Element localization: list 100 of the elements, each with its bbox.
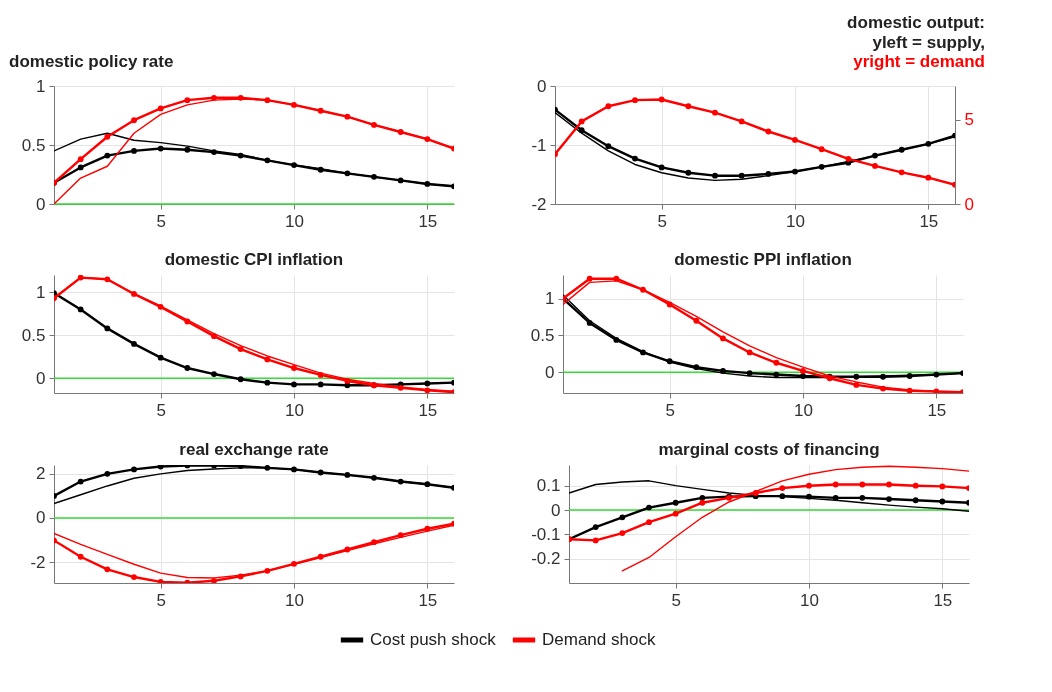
y-tick-label: -2 <box>30 552 46 572</box>
point <box>77 156 84 163</box>
point <box>832 481 839 488</box>
point <box>104 133 111 140</box>
point <box>779 485 786 492</box>
x-tick-label: 10 <box>285 590 304 610</box>
y2-axis-title: yright = demand <box>853 52 985 71</box>
point <box>672 499 679 506</box>
x-tick-label: 15 <box>927 400 947 420</box>
chart-title: domestic CPI inflation <box>164 250 344 269</box>
point <box>853 381 860 388</box>
chart-title: real exchange rate <box>179 439 329 459</box>
point <box>845 155 852 162</box>
point <box>859 481 866 488</box>
point <box>712 109 718 116</box>
point <box>693 317 700 324</box>
point <box>291 365 297 371</box>
point <box>605 103 612 110</box>
point <box>619 514 626 521</box>
point <box>685 103 692 110</box>
point <box>859 494 866 501</box>
chart-subtitle: yleft = supply, <box>872 33 985 52</box>
point <box>104 470 111 477</box>
chart-title: domestic policy rate <box>9 52 174 71</box>
legend-label: Demand shock <box>542 630 656 649</box>
point <box>264 379 271 386</box>
point <box>672 510 679 517</box>
point <box>131 466 137 473</box>
point <box>211 465 217 469</box>
line-series <box>555 96 955 188</box>
x-tick-label: 5 <box>665 400 675 420</box>
point <box>184 97 191 104</box>
x-tick-label: 15 <box>933 590 953 610</box>
y-tick-label: -2 <box>531 194 547 214</box>
point <box>211 577 217 583</box>
point <box>925 174 932 181</box>
chart-title: domestic output: <box>847 13 985 32</box>
point <box>912 482 919 489</box>
point <box>746 349 753 356</box>
x-tick-label: 15 <box>418 400 438 420</box>
point <box>578 118 585 125</box>
y-tick-label: 0 <box>36 368 46 388</box>
point <box>605 143 612 150</box>
x-tick-label: 15 <box>418 211 438 231</box>
point <box>77 553 84 560</box>
point <box>237 346 244 352</box>
y-tick-label: 0.5 <box>21 135 46 155</box>
x-tick-label: 10 <box>800 590 819 610</box>
x-tick-label: 10 <box>285 211 304 231</box>
point <box>773 371 780 378</box>
y-tick-label: -1 <box>531 135 547 155</box>
point <box>77 164 84 171</box>
point <box>738 118 745 125</box>
y2-tick-label: 0 <box>964 194 974 214</box>
point <box>818 146 825 153</box>
x-tick-label: 5 <box>156 211 166 231</box>
point <box>619 530 626 537</box>
point <box>939 498 946 505</box>
point <box>317 381 324 388</box>
point <box>104 566 111 573</box>
y-tick-label: 1 <box>36 76 46 96</box>
point <box>765 128 772 135</box>
point <box>264 356 271 363</box>
y-tick-label: 0 <box>537 76 547 96</box>
y-tick-label: 0.5 <box>21 325 46 345</box>
point <box>800 367 806 374</box>
y-tick-label: 0 <box>545 362 555 382</box>
y-tick-label: 0 <box>36 194 46 214</box>
point <box>898 169 905 176</box>
y-tick-label: 1 <box>36 282 46 302</box>
legend-label: Cost push shock <box>370 630 497 649</box>
y-tick-label: 2 <box>36 464 46 484</box>
x-tick-label: 10 <box>285 400 304 420</box>
point <box>157 578 164 583</box>
point <box>211 333 217 340</box>
point <box>646 504 652 511</box>
point <box>699 494 706 501</box>
point <box>712 172 718 179</box>
point <box>592 524 599 530</box>
point <box>157 145 164 152</box>
point <box>157 105 164 112</box>
point <box>157 354 164 361</box>
point <box>699 499 706 506</box>
y-tick-label: 0.5 <box>530 325 555 345</box>
point <box>886 496 892 502</box>
y-tick-label: 0.1 <box>536 476 561 496</box>
point <box>632 97 638 104</box>
point <box>77 306 84 313</box>
point <box>157 465 164 470</box>
point <box>211 371 217 377</box>
chart-title: marginal costs of financing <box>658 440 880 459</box>
x-tick-label: 5 <box>156 590 166 610</box>
x-tick-label: 15 <box>418 590 438 610</box>
point <box>632 155 638 162</box>
point <box>658 164 665 171</box>
point <box>720 335 726 342</box>
point <box>592 537 599 544</box>
chart-title: domestic PPI inflation <box>674 250 852 269</box>
y-tick-label: -0.1 <box>531 524 561 544</box>
point <box>184 146 191 153</box>
